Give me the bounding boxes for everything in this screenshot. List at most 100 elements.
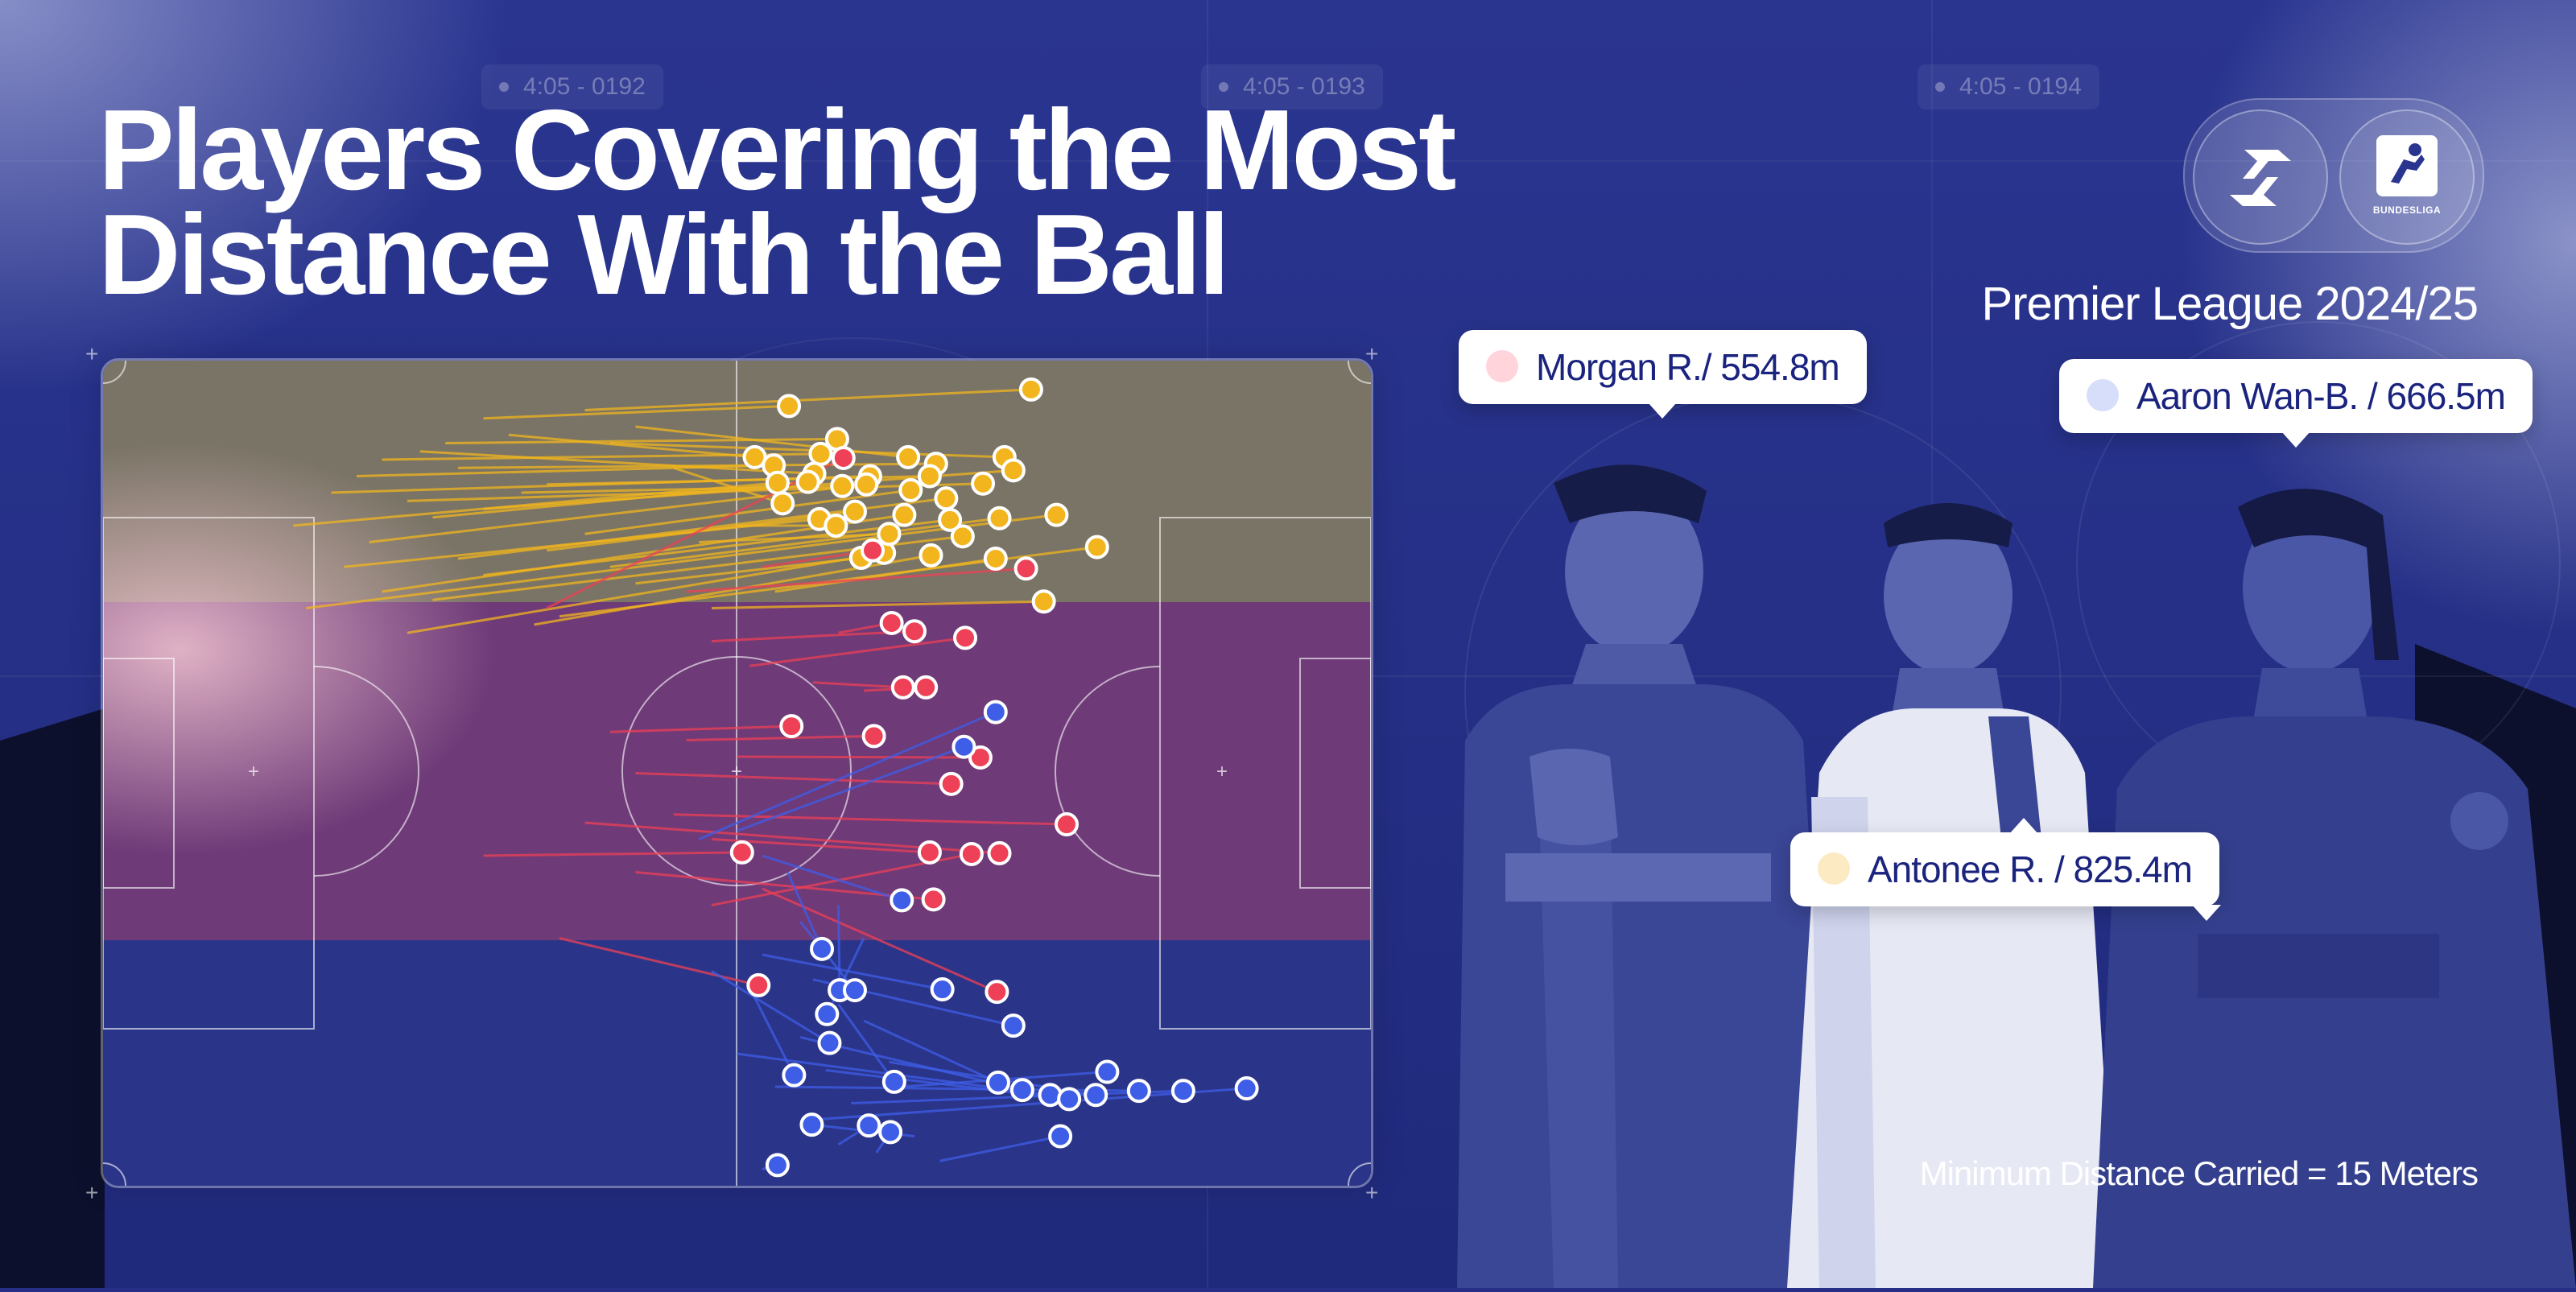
yellow-carry-line — [457, 462, 936, 469]
red-carry-line — [686, 567, 1026, 593]
blue-carry-endpoint — [983, 700, 1008, 724]
yellow-carry-line — [305, 514, 1057, 609]
blue-carry-line — [711, 970, 831, 1044]
blue-carry-line — [837, 1003, 896, 1083]
blue-carry-endpoint — [817, 1030, 842, 1055]
yellow-carry-endpoint — [919, 543, 943, 568]
pitch-markings — [103, 361, 1371, 1186]
bundesliga-wordmark: BUNDESLIGA — [2372, 204, 2442, 216]
yellow-carry-line — [419, 450, 815, 475]
blue-carry-endpoint — [782, 1063, 807, 1088]
yellow-carry-line — [711, 600, 1044, 609]
timestamp-label: 4:05 - 0193 — [1201, 64, 1383, 109]
blue-dot-icon — [2087, 379, 2119, 411]
blue-carry-endpoint — [857, 1113, 881, 1138]
bundesliga-logo: BUNDESLIGA — [2339, 109, 2475, 245]
yellow-carry-endpoint — [842, 499, 867, 524]
blue-carry-line — [698, 711, 997, 840]
blue-carry-line — [762, 953, 943, 991]
blue-carry-endpoint — [799, 1112, 824, 1137]
brand-logo — [2193, 109, 2328, 245]
timestamp-label: 4:05 - 0192 — [481, 64, 663, 109]
crosshair-icon: + — [1365, 341, 1379, 366]
yellow-carry-endpoint — [987, 506, 1012, 530]
yellow-carry-endpoint — [1031, 589, 1056, 614]
yellow-carry-endpoint — [808, 441, 833, 466]
red-carry-endpoint — [890, 675, 915, 700]
red-carry-endpoint — [1055, 812, 1079, 837]
yellow-carry-line — [635, 556, 862, 585]
blue-carry-line — [762, 854, 902, 902]
red-carry-endpoint — [902, 619, 927, 644]
yellow-carry-endpoint — [824, 514, 848, 538]
blue-carry-endpoint — [815, 1001, 840, 1026]
pitch-canvas: + + + — [103, 361, 1371, 1186]
blue-carry-endpoint — [930, 977, 955, 1002]
yellow-carry-endpoint — [1018, 377, 1043, 402]
red-carry-line — [546, 456, 844, 609]
yellow-carry-endpoint — [1001, 458, 1026, 483]
red-carry-line — [483, 851, 742, 857]
yellow-carry-endpoint — [877, 522, 902, 547]
background-dark-wedge-left — [0, 708, 105, 1288]
blue-carry-endpoint — [1009, 1078, 1034, 1103]
red-carry-line — [635, 772, 952, 786]
blue-carry-endpoint — [890, 888, 914, 913]
callout-morgan: Morgan R./ 554.8m — [1459, 330, 1867, 419]
red-carry-endpoint — [921, 887, 946, 912]
crosshair-icon: + — [85, 341, 99, 366]
yellow-carry-line — [584, 388, 1031, 411]
red-carry-line — [609, 724, 792, 733]
red-carry-endpoint — [879, 610, 904, 635]
blue-carry-line — [786, 871, 824, 950]
red-carry-endpoint — [831, 445, 856, 470]
page-title: Players Covering the Most Distance With … — [98, 86, 1456, 319]
yellow-carry-endpoint — [971, 471, 996, 496]
red-carry-endpoint — [779, 714, 804, 739]
red-carry-line — [559, 937, 759, 987]
yellow-carry-endpoint — [917, 464, 942, 489]
blue-carry-endpoint — [1170, 1079, 1195, 1104]
red-carry-endpoint — [987, 840, 1012, 865]
yellow-carry-endpoint — [830, 473, 855, 498]
red-carry-endpoint — [968, 745, 993, 770]
blue-carry-line — [863, 1019, 999, 1084]
yellow-carry-endpoint — [854, 472, 879, 497]
blue-carry-endpoint — [1048, 1124, 1073, 1149]
callout-antonee: Antonee R. / 825.4m — [1790, 818, 2221, 921]
red-carry-line — [686, 734, 874, 741]
carry-lines — [293, 388, 1247, 1170]
blue-carry-endpoint — [765, 1153, 790, 1178]
red-carry-line — [673, 813, 1067, 826]
yellow-dot-icon — [1818, 852, 1850, 885]
yellow-carry-endpoint — [938, 507, 963, 532]
blue-carry-line — [774, 1085, 1139, 1092]
blue-carry-endpoint — [1038, 1083, 1063, 1108]
yellow-carry-endpoint — [770, 491, 795, 516]
yellow-carry-endpoint — [1084, 535, 1109, 559]
blue-carry-line — [736, 745, 964, 832]
blue-carry-endpoint — [952, 734, 976, 759]
blue-carry-endpoint — [842, 978, 867, 1003]
blue-carry-line — [939, 1135, 1061, 1162]
yellow-carry-line — [407, 551, 885, 634]
red-carry-endpoint — [939, 771, 964, 796]
brand-mark-icon — [2230, 150, 2291, 206]
red-carry-endpoint — [746, 972, 771, 997]
blue-carry-line — [837, 905, 841, 991]
callout-label: Antonee R. / 825.4m — [1868, 848, 2193, 890]
blue-carry-endpoint — [1057, 1087, 1082, 1112]
red-carry-line — [711, 838, 930, 854]
blue-carry-endpoint — [1001, 1013, 1026, 1038]
yellow-carry-line — [483, 404, 790, 420]
yellow-carry-endpoint — [898, 477, 923, 502]
yellow-carry-endpoint — [765, 470, 790, 495]
red-carry-endpoint — [953, 625, 977, 650]
red-carry-endpoint — [917, 840, 942, 865]
player-photos — [1433, 451, 2576, 1288]
yellow-carry-endpoint — [795, 469, 820, 494]
league-label: Premier League 2024/25 — [1981, 278, 2479, 330]
blue-carry-line — [825, 937, 865, 1015]
callout-label: Aaron Wan-B. / 666.5m — [2136, 375, 2506, 417]
red-dot-icon — [1486, 350, 1518, 382]
